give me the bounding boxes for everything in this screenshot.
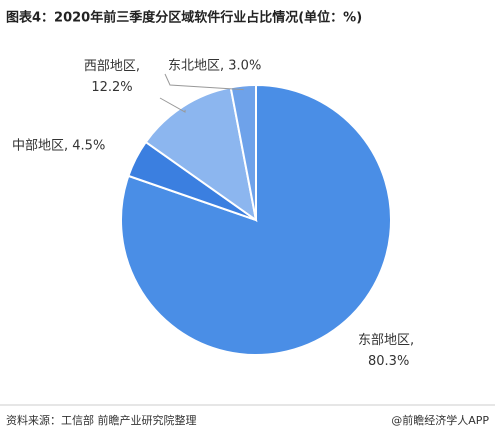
data-label: 中部地区, 4.5%	[12, 139, 105, 154]
chart-title: 图表4：2020年前三季度分区域软件行业占比情况(单位：%)	[6, 10, 362, 26]
data-label: 东部地区, 80.3%	[358, 333, 414, 369]
label-line: 12.2%	[91, 80, 132, 95]
source: 资料来源：工信部 前瞻产业研究院整理	[6, 413, 197, 427]
credit: @前瞻经济学人APP	[391, 413, 489, 427]
data-label: 东北地区, 3.0%	[168, 59, 261, 74]
pie-slice	[229, 83, 257, 221]
label-line: 东部地区,	[358, 333, 414, 348]
leader-line	[164, 73, 244, 91]
label-line: 80.3%	[368, 354, 409, 369]
leader-line	[159, 97, 186, 113]
data-label: 西部地区, 12.2%	[84, 59, 140, 95]
label-line: 西部地区,	[84, 59, 140, 74]
